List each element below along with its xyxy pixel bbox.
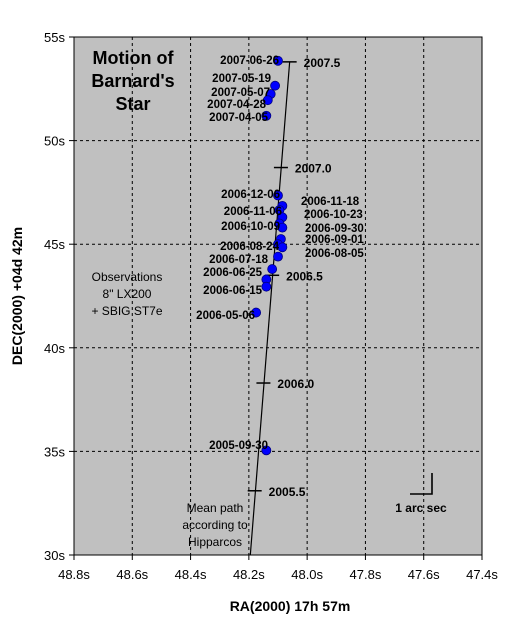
date-label: 2007-05-07 bbox=[211, 87, 270, 99]
note-line-3: + SBIG ST7e bbox=[91, 304, 162, 318]
y-axis: 30s 35s 40s 45s 50s 55s bbox=[44, 30, 74, 563]
mean-path-label-line-2: according to bbox=[182, 518, 248, 532]
y-tick-label: 50s bbox=[44, 134, 65, 149]
epoch-label: 2006.0 bbox=[277, 377, 314, 391]
scale-bar: 1 arc sec bbox=[395, 473, 447, 515]
chart-title: Motion of Barnard's Star bbox=[91, 48, 174, 114]
date-label: 2006-10-09 bbox=[221, 221, 280, 233]
date-label: 2006-09-30 bbox=[305, 223, 364, 235]
date-label: 2007-04-28 bbox=[207, 99, 266, 111]
observation-point bbox=[270, 80, 280, 91]
date-label: 2006-05-06 bbox=[196, 310, 255, 322]
observation-point bbox=[251, 307, 262, 318]
date-label: 2006-07-18 bbox=[209, 254, 268, 266]
y-tick-label: 55s bbox=[44, 30, 65, 45]
date-label: 2006-11-18 bbox=[301, 196, 360, 208]
observation-point bbox=[261, 445, 272, 456]
title-line-1: Motion of bbox=[93, 48, 175, 68]
y-tick-label: 30s bbox=[44, 548, 65, 563]
date-labels: 2007-06-26 2007-05-19 2007-05-072007-04-28… bbox=[196, 55, 364, 452]
observation-point bbox=[261, 110, 272, 121]
epoch-label: 2006.5 bbox=[286, 269, 323, 283]
y-tick-label: 45s bbox=[44, 237, 65, 252]
date-label: 2006-12-06 bbox=[221, 189, 280, 201]
x-tick-label: 48.0s bbox=[291, 567, 323, 582]
date-label: 2005-09-30 bbox=[209, 440, 268, 452]
x-tick-label: 48.8s bbox=[58, 567, 90, 582]
observation-point bbox=[273, 251, 283, 262]
date-label: 2006-09-01 bbox=[305, 234, 364, 246]
x-tick-label: 47.4s bbox=[466, 567, 498, 582]
x-tick-label: 47.6s bbox=[408, 567, 440, 582]
x-axis: 48.8s 48.6s 48.4s 48.2s 48.0s 47.8s 47.6s 47.4s bbox=[58, 555, 498, 582]
date-label: 2006-06-25 bbox=[203, 267, 262, 279]
plot-border bbox=[73, 36, 483, 556]
date-label: 2006-08-24 bbox=[220, 241, 279, 253]
mean-path: 2005.5 2006.0 2006.5 2007.0 2007.5 bbox=[247, 56, 341, 556]
date-label: 2007-04-05 bbox=[209, 112, 268, 124]
observation-point bbox=[277, 242, 288, 253]
note-line-2: 8" LX200 bbox=[103, 287, 152, 301]
x-tick-label: 48.6s bbox=[116, 567, 148, 582]
date-label: 2006-11-06 bbox=[224, 206, 282, 218]
y-tick-label: 40s bbox=[44, 341, 65, 356]
date-label: 2007-06-26 bbox=[220, 55, 279, 67]
mean-path-line bbox=[249, 61, 291, 556]
mean-path-label-line-3: Hipparcos bbox=[188, 535, 242, 549]
y-tick-label: 35s bbox=[44, 444, 65, 459]
y-axis-title: DEC(2000) +04d 42m bbox=[9, 227, 25, 365]
epoch-label: 2005.5 bbox=[269, 485, 306, 499]
date-label: 2006-10-23 bbox=[304, 209, 363, 221]
x-tick-label: 47.8s bbox=[350, 567, 382, 582]
mean-path-label: Mean path according to Hipparcos bbox=[182, 501, 248, 549]
scale-bar-label: 1 arc sec bbox=[395, 501, 447, 515]
x-tick-label: 48.4s bbox=[175, 567, 207, 582]
scale-bar-corner bbox=[410, 473, 433, 495]
x-axis-title: RA(2000) 17h 57m bbox=[230, 598, 351, 614]
observation-point bbox=[267, 264, 278, 274]
plot-area bbox=[74, 37, 482, 555]
mean-path-label-line-1: Mean path bbox=[187, 501, 244, 515]
note-line-1: Observations bbox=[92, 270, 163, 284]
date-label: 2007-05-19 bbox=[212, 73, 271, 85]
title-line-3: Star bbox=[115, 94, 150, 114]
observation-point bbox=[273, 55, 283, 66]
observation-point bbox=[262, 95, 273, 106]
epoch-label: 2007.0 bbox=[295, 162, 332, 176]
observation-point bbox=[261, 281, 272, 292]
observation-point bbox=[273, 190, 283, 201]
epoch-label: 2007.5 bbox=[304, 56, 341, 70]
date-label: 2006-08-05 bbox=[305, 248, 364, 260]
title-line-2: Barnard's bbox=[91, 71, 174, 91]
observation-note: Observations 8" LX200 + SBIG ST7e bbox=[91, 270, 162, 318]
observation-points bbox=[251, 55, 288, 456]
date-label: 2006-06-15 bbox=[203, 285, 262, 297]
observation-point bbox=[277, 222, 288, 233]
x-tick-label: 48.2s bbox=[233, 567, 265, 582]
